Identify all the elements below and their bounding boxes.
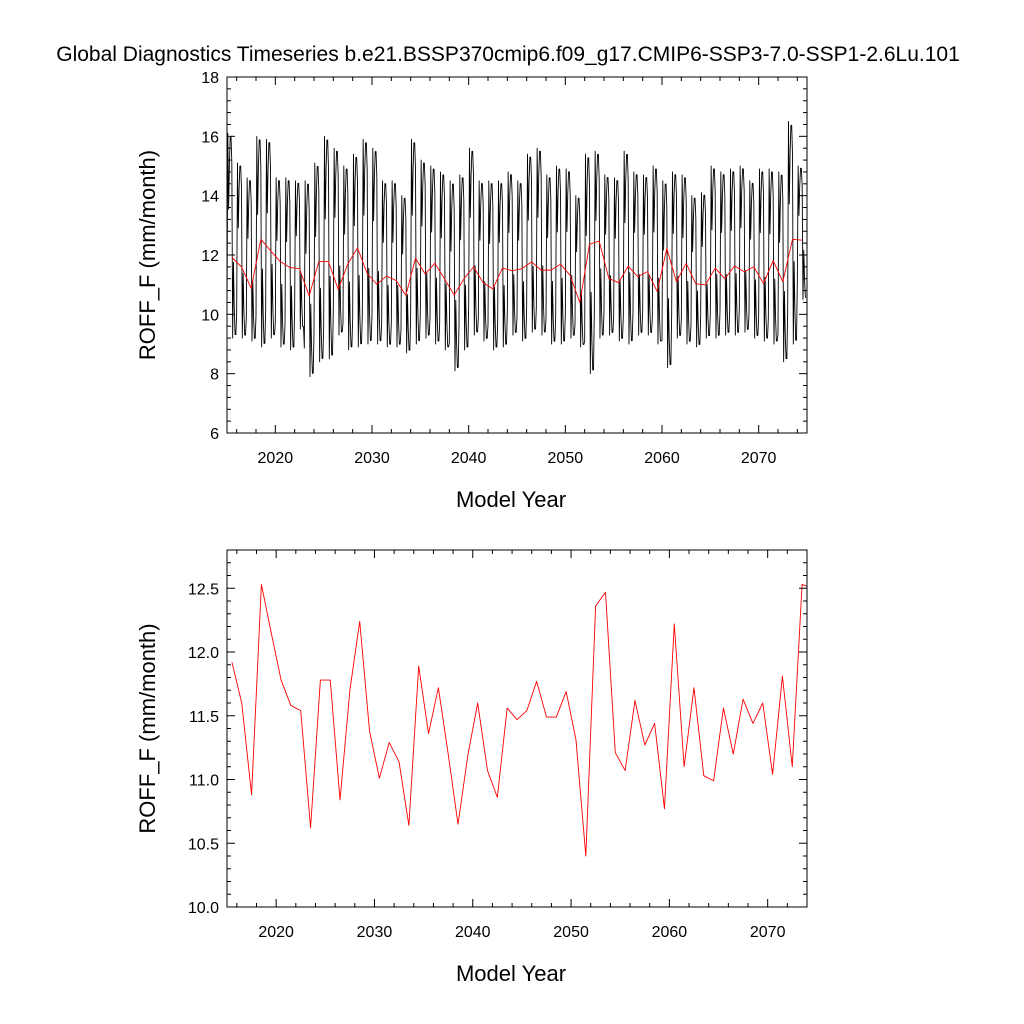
top-chart-panel: 2020 2030 2040 2050 2060 2070 6 8 10 12 14 16 18 Mode… (135, 70, 808, 512)
x-tick-label: 2060 (644, 450, 680, 467)
x-tick-label: 2050 (553, 924, 589, 941)
y-tick-label: 10.0 (188, 900, 219, 917)
y-axis-title: ROFF_F (mm/month) (135, 623, 160, 833)
series-line-annual-mean (231, 238, 803, 303)
y-tick-label: 14 (201, 189, 219, 206)
chart-title: Global Diagnostics Timeseries b.e21.BSSP… (56, 43, 960, 66)
x-axis-title: Model Year (456, 487, 566, 512)
series-line-annual-mean (231, 583, 807, 857)
y-axis-title: ROFF_F (mm/month) (135, 150, 160, 360)
y-tick-label: 12.5 (188, 581, 219, 598)
x-tick-label: 2030 (357, 924, 393, 941)
y-tick-label: 11.0 (189, 773, 219, 790)
x-tick-label: 2030 (354, 450, 390, 467)
x-axis-title: Model Year (456, 961, 566, 986)
y-tick-label: 10 (201, 307, 219, 324)
y-tick-label: 8 (210, 367, 219, 384)
x-tick-label: 2050 (548, 450, 584, 467)
series-line-monthly (227, 121, 807, 378)
x-tick-label: 2040 (451, 450, 487, 467)
x-tick-label: 2070 (750, 924, 786, 941)
x-tick-label: 2060 (652, 924, 688, 941)
y-tick-label: 16 (201, 129, 219, 146)
x-tick-label: 2020 (258, 924, 294, 941)
y-tick-label: 12.0 (188, 645, 219, 662)
y-tick-label: 10.5 (188, 836, 219, 853)
y-tick-label: 18 (201, 70, 219, 87)
x-tick-label: 2070 (741, 450, 777, 467)
y-tick-label: 12 (201, 248, 219, 265)
plot-frame (226, 549, 808, 908)
y-tick-label: 11.5 (189, 709, 219, 726)
x-tick-label: 2040 (455, 924, 491, 941)
bottom-chart-panel: 2020 2030 2040 2050 2060 2070 10.0 10.5 11.0 11.5… (135, 549, 808, 986)
y-tick-label: 6 (210, 426, 219, 443)
x-tick-label: 2020 (258, 450, 294, 467)
